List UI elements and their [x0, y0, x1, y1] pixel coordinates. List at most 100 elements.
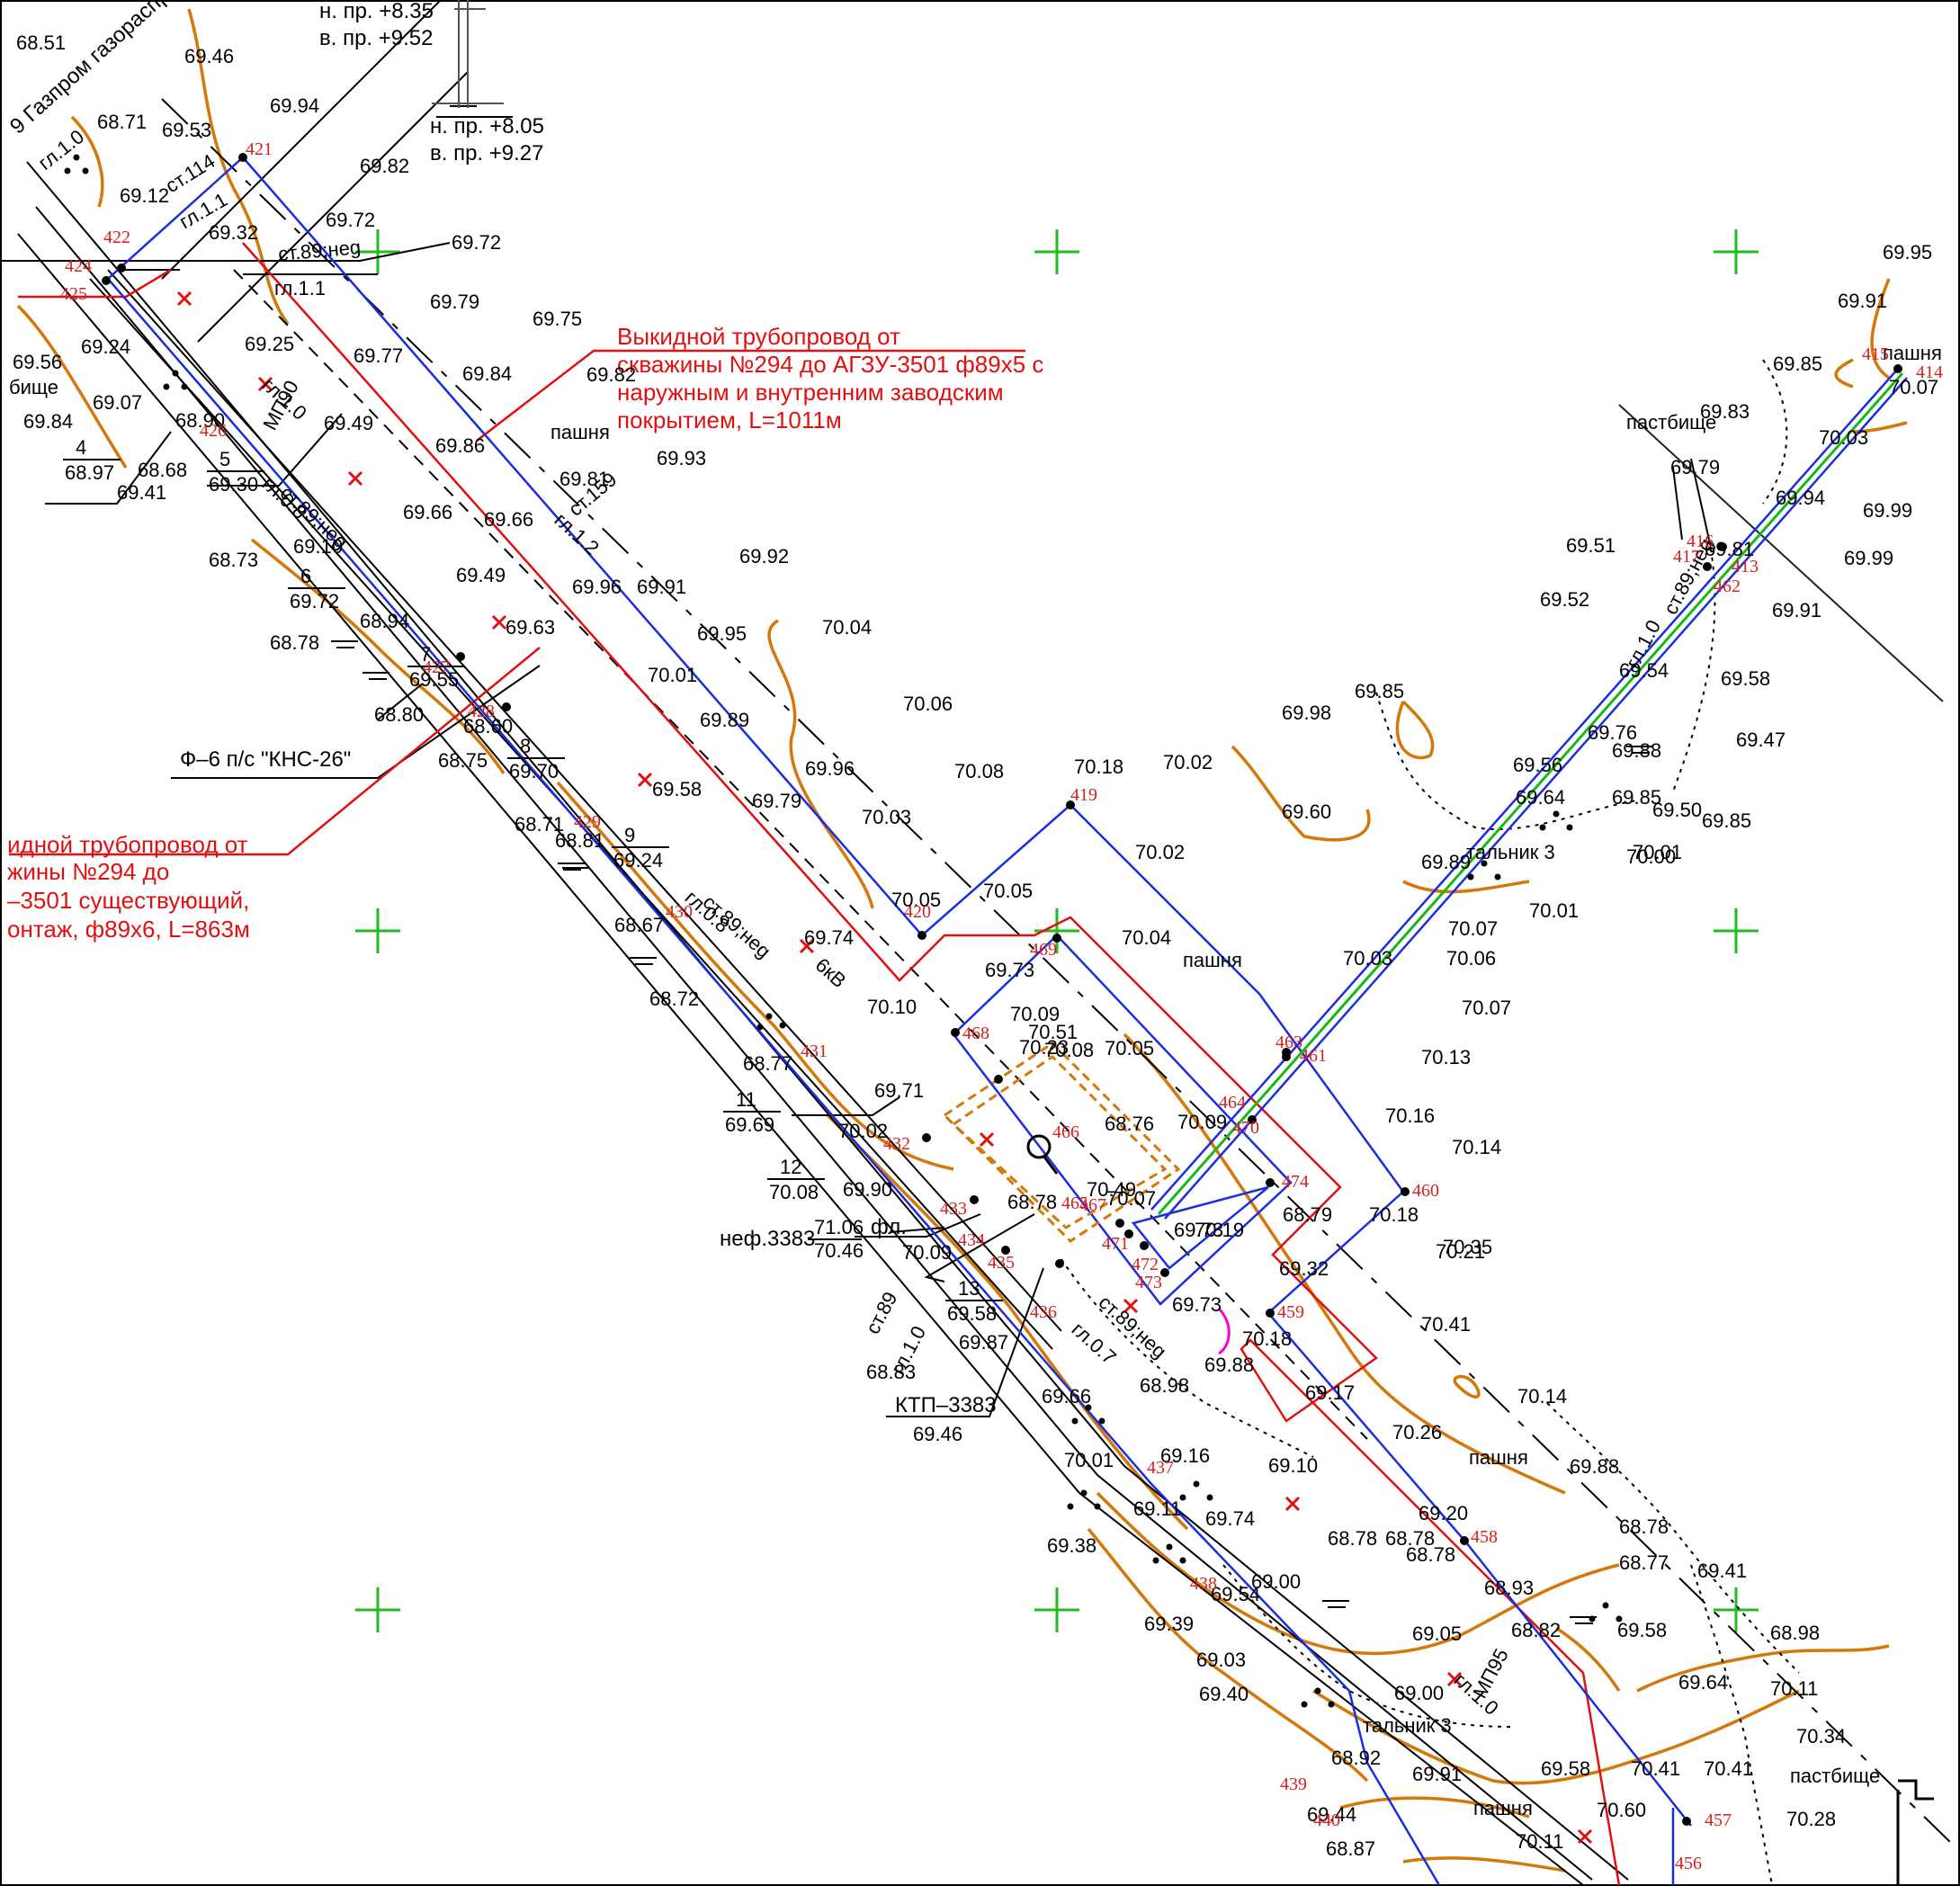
elevation-mark: 69.00	[1394, 1682, 1444, 1704]
elevation-mark: 69.85	[1355, 680, 1404, 702]
grid-cross	[355, 908, 400, 953]
elevation-mark: 70.11	[1770, 1677, 1818, 1700]
shrub-dot	[1553, 810, 1560, 818]
elevation-mark: 69.79	[430, 290, 479, 313]
st114-label: ст.114	[161, 149, 219, 197]
elevation-mark: 69.44	[1307, 1803, 1356, 1826]
shrub-dot	[163, 383, 170, 390]
fraction-elevation: 69.70	[509, 760, 559, 782]
elevation-mark: 70.09	[902, 1241, 952, 1264]
contour-line	[1870, 278, 1891, 380]
elevation-mark: 69.83	[1700, 400, 1750, 423]
elevation-mark: 70.16	[1385, 1104, 1435, 1127]
elevation-mark: 68.98	[1140, 1374, 1189, 1397]
point-number: 421	[246, 139, 273, 159]
elevation-mark: 69.95	[697, 622, 747, 645]
point-number: 466	[1052, 1122, 1079, 1142]
elevation-mark: 69.58	[1721, 667, 1770, 690]
grid-cross	[355, 1587, 400, 1632]
point-numbers: 4214224244254264274284294304314324334344…	[60, 139, 1943, 1873]
elevation-mark: 70.02	[838, 1120, 888, 1142]
point-number: 414	[1916, 362, 1943, 382]
red-pipe-old-line1: идной трубопровод от	[7, 831, 248, 858]
point-number: 437	[1147, 1458, 1174, 1478]
survey-dot	[951, 1028, 960, 1037]
shrub-dot	[172, 370, 179, 377]
survey-dots	[102, 153, 1902, 1826]
elevation-mark: 68.83	[866, 1361, 916, 1383]
fraction-number: 6	[300, 565, 311, 587]
elevation-mark: 68.73	[209, 549, 258, 571]
elevation-mark: 68.78	[1406, 1543, 1455, 1566]
fraction-number: 4	[76, 436, 86, 459]
elevation-mark: 69.84	[462, 362, 512, 385]
elevation-mark: 69.99	[1844, 547, 1893, 569]
elevation-mark: 69.76	[1588, 721, 1637, 744]
landuse-pashnya-1: пашня	[550, 421, 610, 443]
shrub-dot	[1094, 1503, 1101, 1510]
elevation-mark: 69.96	[572, 576, 622, 598]
elevation-mark: 68.92	[1331, 1747, 1381, 1769]
leader-line	[890, 1227, 945, 1233]
elevation-mark: 69.74	[1205, 1507, 1255, 1530]
elevation-mark: 68.77	[1619, 1551, 1669, 1574]
elevation-mark: 69.56	[13, 351, 62, 373]
ktp-label: КТП–3383	[895, 1393, 997, 1417]
elevation-mark: 68.75	[438, 749, 488, 772]
point-number: 430	[666, 902, 693, 922]
shrub-dots	[64, 154, 1623, 1708]
elevation-mark: 69.85	[1773, 353, 1822, 375]
elevation-mark: 69.66	[1042, 1385, 1091, 1408]
point-number: 424	[65, 256, 92, 276]
elevation-mark: 69.99	[1863, 499, 1912, 522]
elevation-mark: 70.06	[1446, 947, 1496, 970]
shrub-dot	[1206, 1494, 1213, 1501]
elevation-mark: 69.20	[1419, 1502, 1468, 1524]
survey-dot	[1266, 1178, 1275, 1187]
point-number: 427	[423, 657, 450, 677]
red-x-marks	[176, 290, 1593, 1845]
elevation-mark: 68.71	[515, 813, 564, 836]
elevation-mark: 70.41	[1704, 1757, 1753, 1780]
pole1-vp: в. пр. +9.52	[319, 26, 434, 50]
boundary-dotted	[1375, 692, 1638, 831]
elevation-mark: 70.34	[1796, 1725, 1846, 1747]
elevation-mark: 69.49	[456, 564, 506, 586]
elevation-mark: 69.41	[117, 481, 166, 504]
ktp-elev: 69.46	[913, 1423, 962, 1445]
shrub-dot	[1301, 1701, 1308, 1708]
boundary-line	[1898, 1779, 1934, 1801]
fraction-number: 9	[624, 824, 635, 846]
fraction-elevation: 68.97	[65, 461, 114, 484]
planned-site-inner	[951, 1055, 1168, 1229]
shrub-dot	[1539, 824, 1546, 831]
point-number: 439	[1280, 1774, 1307, 1794]
elevation-mark: 69.05	[1412, 1622, 1462, 1645]
contour-line	[1834, 358, 1854, 389]
survey-dot	[1066, 800, 1075, 809]
survey-dot	[994, 1075, 1003, 1084]
point-number: 422	[103, 228, 130, 247]
elevation-mark: 69.32	[1279, 1257, 1329, 1280]
elevation-mark: 69.87	[959, 1331, 1008, 1354]
elevation-mark: 70.35	[1443, 1236, 1492, 1258]
elevation-mark: 70.07	[1462, 997, 1511, 1019]
point-number: 473	[1135, 1273, 1162, 1292]
6kv-label: 6кВ	[811, 953, 851, 992]
fraction-labels: 468.97569.30669.72769.55869.70969.241169…	[63, 436, 1003, 1325]
elevation-mark: 69.85	[1702, 809, 1751, 832]
power-stripe	[1672, 467, 1683, 541]
corridor-line	[17, 233, 1584, 1886]
point-number: 433	[940, 1199, 967, 1219]
red-pipelines	[9, 242, 1621, 1886]
shrub-dot	[1481, 860, 1488, 867]
red-pipe-old	[18, 268, 172, 299]
elevation-mark: 70.49	[1087, 1178, 1136, 1201]
survey-dot	[1682, 1817, 1691, 1826]
corridor-line	[107, 269, 1062, 1332]
elevation-mark: 69.93	[657, 447, 706, 469]
elevation-mark: 69.64	[1516, 786, 1565, 809]
elevation-mark: 70.18	[1242, 1327, 1292, 1350]
elevation-mark: 69.82	[586, 363, 636, 386]
x-mark	[491, 614, 507, 630]
